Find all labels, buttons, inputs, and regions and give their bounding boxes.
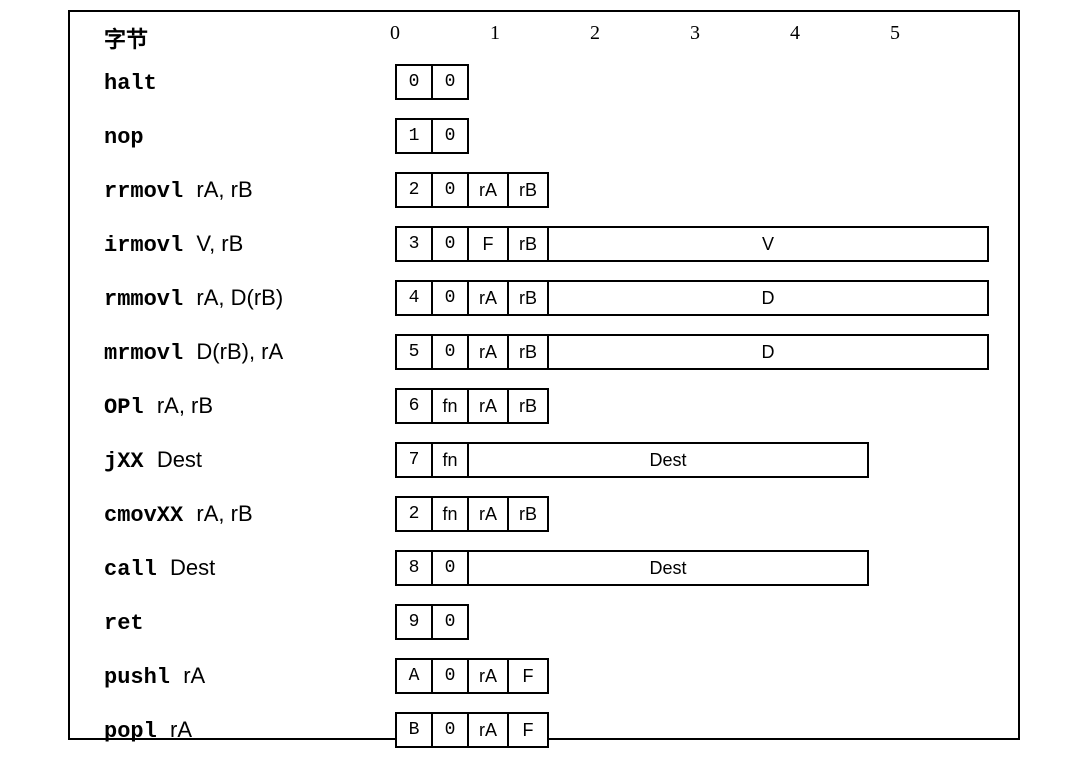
- label-part: rA, rB: [196, 501, 252, 526]
- label-part: irmovl: [104, 233, 196, 258]
- byte-header-3: 3: [685, 22, 705, 45]
- label-part: D(rB), rA: [196, 339, 283, 364]
- encoding-cell: fn: [431, 388, 469, 424]
- label-part: Dest: [157, 447, 202, 472]
- instruction-label: irmovl V, rB: [104, 231, 243, 258]
- encoding-cell: rB: [507, 280, 549, 316]
- instruction-label: ret: [104, 609, 144, 636]
- instruction-label: OPl rA, rB: [104, 393, 213, 420]
- encoding-cell: 3: [395, 226, 433, 262]
- encoding-cell: rA: [467, 658, 509, 694]
- label-part: nop: [104, 125, 144, 150]
- encoding-cell: rB: [507, 172, 549, 208]
- diagram-frame: [68, 10, 1020, 740]
- encoding-cell: F: [467, 226, 509, 262]
- instruction-label: rrmovl rA, rB: [104, 177, 253, 204]
- label-part: rA, rB: [157, 393, 213, 418]
- label-part: pushl: [104, 665, 183, 690]
- encoding-cell: Dest: [467, 550, 869, 586]
- encoding-cell: rA: [467, 388, 509, 424]
- instruction-label: mrmovl D(rB), rA: [104, 339, 283, 366]
- header-title: 字节: [104, 22, 148, 54]
- encoding-cell: 0: [431, 658, 469, 694]
- encoding-cell: A: [395, 658, 433, 694]
- encoding-cell: rB: [507, 334, 549, 370]
- encoding-cell: 0: [431, 172, 469, 208]
- encoding-cell: rA: [467, 496, 509, 532]
- instruction-label: nop: [104, 123, 144, 150]
- encoding-cell: 0: [431, 226, 469, 262]
- label-part: call: [104, 557, 170, 582]
- encoding-cell: 8: [395, 550, 433, 586]
- byte-header-4: 4: [785, 22, 805, 45]
- label-part: rA, D(rB): [196, 285, 283, 310]
- encoding-cell: 9: [395, 604, 433, 640]
- encoding-cell: D: [547, 334, 989, 370]
- encoding-cell: rA: [467, 334, 509, 370]
- instruction-label: pushl rA: [104, 663, 205, 690]
- encoding-cell: 0: [431, 280, 469, 316]
- encoding-cell: 0: [431, 712, 469, 748]
- label-part: cmovXX: [104, 503, 196, 528]
- encoding-cell: F: [507, 658, 549, 694]
- label-part: popl: [104, 719, 170, 744]
- byte-header-2: 2: [585, 22, 605, 45]
- encoding-cell: rA: [467, 280, 509, 316]
- label-part: Dest: [170, 555, 215, 580]
- label-part: rA, rB: [196, 177, 252, 202]
- label-part: mrmovl: [104, 341, 196, 366]
- encoding-cell: D: [547, 280, 989, 316]
- encoding-cell: 5: [395, 334, 433, 370]
- encoding-cell: 0: [431, 118, 469, 154]
- encoding-cell: 2: [395, 172, 433, 208]
- encoding-cell: F: [507, 712, 549, 748]
- encoding-cell: fn: [431, 496, 469, 532]
- encoding-cell: Dest: [467, 442, 869, 478]
- instruction-label: rmmovl rA, D(rB): [104, 285, 283, 312]
- encoding-cell: 6: [395, 388, 433, 424]
- label-part: ret: [104, 611, 144, 636]
- encoding-cell: rA: [467, 172, 509, 208]
- encoding-cell: rB: [507, 226, 549, 262]
- encoding-cell: rB: [507, 496, 549, 532]
- label-part: rA: [170, 717, 192, 742]
- encoding-cell: rB: [507, 388, 549, 424]
- encoding-cell: rA: [467, 712, 509, 748]
- label-part: V, rB: [196, 231, 243, 256]
- encoding-cell: 0: [431, 334, 469, 370]
- encoding-cell: B: [395, 712, 433, 748]
- label-part: halt: [104, 71, 157, 96]
- encoding-cell: V: [547, 226, 989, 262]
- encoding-cell: 0: [395, 64, 433, 100]
- label-part: jXX: [104, 449, 157, 474]
- encoding-cell: fn: [431, 442, 469, 478]
- instruction-label: cmovXX rA, rB: [104, 501, 253, 528]
- encoding-cell: 0: [431, 64, 469, 100]
- byte-header-5: 5: [885, 22, 905, 45]
- label-part: rmmovl: [104, 287, 196, 312]
- instruction-label: popl rA: [104, 717, 192, 744]
- byte-header-1: 1: [485, 22, 505, 45]
- encoding-cell: 2: [395, 496, 433, 532]
- encoding-cell: 4: [395, 280, 433, 316]
- encoding-cell: 0: [431, 550, 469, 586]
- label-part: rA: [183, 663, 205, 688]
- instruction-label: call Dest: [104, 555, 215, 582]
- label-part: OPl: [104, 395, 157, 420]
- instruction-label: jXX Dest: [104, 447, 202, 474]
- label-part: rrmovl: [104, 179, 196, 204]
- encoding-cell: 1: [395, 118, 433, 154]
- instruction-label: halt: [104, 69, 157, 96]
- encoding-cell: 0: [431, 604, 469, 640]
- byte-header-0: 0: [385, 22, 405, 45]
- encoding-cell: 7: [395, 442, 433, 478]
